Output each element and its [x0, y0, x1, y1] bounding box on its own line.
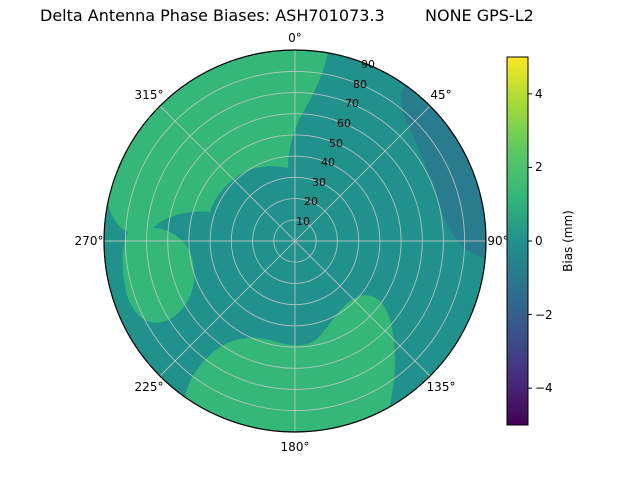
cbar-tick-m2: −2	[535, 308, 553, 322]
bias-region-high-left	[122, 227, 195, 323]
angle-label-45: 45°	[430, 88, 451, 102]
radial-label-90: 90	[361, 58, 375, 71]
angle-label-270: 270°	[75, 234, 104, 248]
radial-tick-labels: 10 20 30 40 50 60 70 80 90	[296, 58, 375, 228]
cbar-tick-2: 2	[535, 160, 543, 174]
angle-label-180: 180°	[281, 440, 310, 454]
chart-title: Delta Antenna Phase Biases: ASH701073.3	[40, 6, 385, 25]
angle-label-315: 315°	[135, 88, 164, 102]
radial-label-20: 20	[304, 195, 318, 208]
colorbar-axis-label: Bias (mm)	[561, 210, 575, 272]
angle-label-135: 135°	[427, 380, 456, 394]
colorbar: 4 2 0 −2 −4 Bias (mm)	[506, 56, 575, 426]
radial-label-60: 60	[337, 117, 351, 130]
angle-label-90: 90°	[487, 234, 508, 248]
colorbar-tick-labels: 4 2 0 −2 −4	[535, 87, 553, 395]
radial-label-40: 40	[321, 156, 335, 169]
polar-spine	[103, 49, 487, 433]
colorbar-ticks	[528, 93, 532, 389]
radial-label-30: 30	[312, 176, 326, 189]
cbar-tick-4: 4	[535, 87, 543, 101]
radial-label-70: 70	[345, 97, 359, 110]
bias-region-low-right-rim	[401, 85, 486, 258]
angle-label-225: 225°	[135, 380, 164, 394]
cbar-tick-m4: −4	[535, 381, 553, 395]
colorbar-gradient-bar	[506, 56, 529, 426]
angular-tick-labels: 0° 45° 90° 135° 180° 225° 270° 315°	[75, 31, 509, 454]
radial-label-10: 10	[296, 215, 310, 228]
angular-gridlines	[104, 50, 486, 432]
angle-label-0: 0°	[288, 31, 302, 45]
bias-region-high-bottom	[185, 295, 395, 432]
radial-label-50: 50	[329, 137, 343, 150]
bias-region-high-top	[108, 50, 329, 234]
cbar-tick-0: 0	[535, 234, 543, 248]
radial-label-80: 80	[353, 78, 367, 91]
chart-subtitle: NONE GPS-L2	[425, 6, 534, 25]
polar-plot-area: 0° 45° 90° 135° 180° 225° 270° 315° 10 2…	[75, 31, 509, 454]
